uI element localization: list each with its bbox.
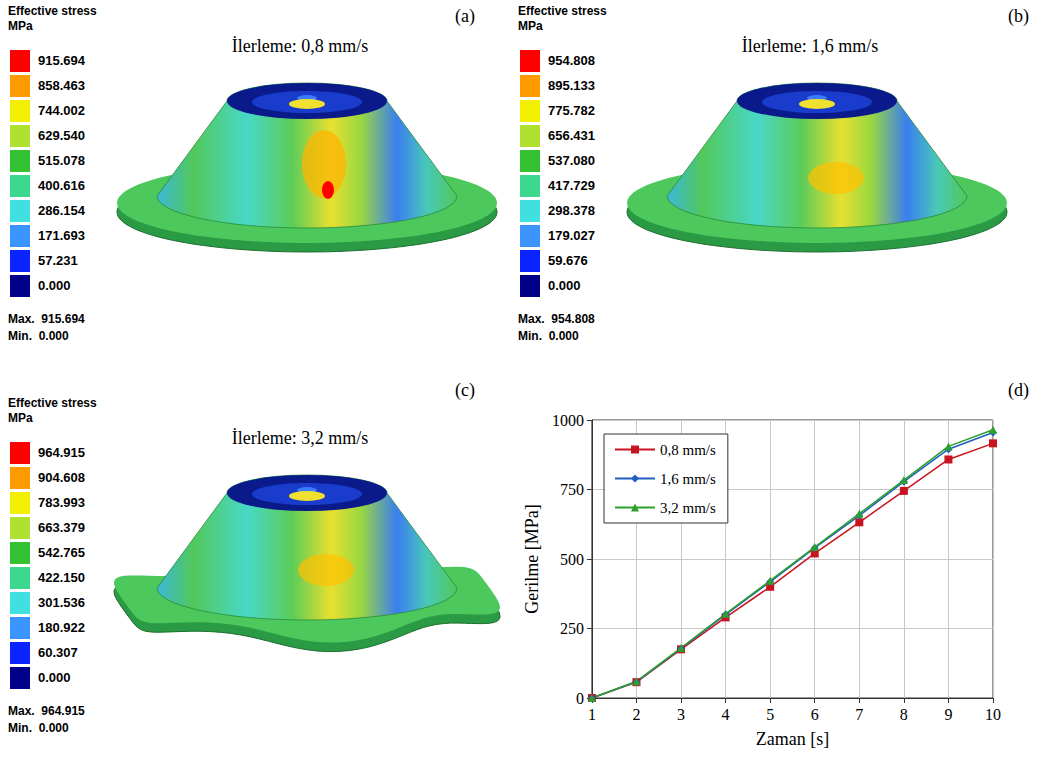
html-text:59.676: 59.676	[548, 253, 588, 268]
svg-text:3: 3	[677, 706, 685, 723]
html-text:417.729: 417.729	[548, 178, 595, 193]
svg-text:8: 8	[900, 706, 908, 723]
html-text:537.080: 537.080	[548, 153, 595, 168]
html-text:858.463: 858.463	[38, 78, 85, 93]
html-text:964.915: 964.915	[38, 445, 85, 460]
html-text:180.922: 180.922	[38, 620, 85, 635]
html-text:663.379: 663.379	[38, 520, 85, 535]
html-text:Effective stress: Effective stress	[8, 396, 97, 410]
html-text:60.307: 60.307	[38, 645, 78, 660]
html-text:744.002: 744.002	[38, 103, 85, 118]
html-text:895.133: 895.133	[548, 78, 595, 93]
svg-text:500: 500	[560, 551, 584, 568]
html-text:İlerleme: 1,6 mm/s: İlerleme: 1,6 mm/s	[741, 36, 879, 56]
html-text:İlerleme: 3,2 mm/s: İlerleme: 3,2 mm/s	[231, 428, 369, 448]
html-text:Effective stress: Effective stress	[518, 4, 607, 18]
html-text:515.078: 515.078	[38, 153, 85, 168]
html-text:0.000: 0.000	[548, 278, 581, 293]
html-text:542.765: 542.765	[38, 545, 85, 560]
html-text:179.027: 179.027	[548, 228, 595, 243]
svg-text:250: 250	[560, 620, 584, 637]
html-text:MPa: MPa	[8, 19, 33, 33]
html-text:286.154: 286.154	[38, 203, 85, 218]
html-text:171.693: 171.693	[38, 228, 85, 243]
html-text:422.150: 422.150	[38, 570, 85, 585]
svg-text:1,6 mm/s: 1,6 mm/s	[660, 471, 716, 487]
html-text:(b): (b)	[1008, 6, 1029, 26]
svg-text:7: 7	[855, 706, 863, 723]
html-text:(a): (a)	[455, 6, 475, 26]
html-text:301.536: 301.536	[38, 595, 85, 610]
svg-text:Zaman [s]: Zaman [s]	[756, 729, 829, 749]
html-text:915.694: 915.694	[38, 53, 85, 68]
html-text:57.231: 57.231	[38, 253, 78, 268]
html-text:Max. 915.694: Max. 915.694	[8, 312, 85, 326]
svg-text:4: 4	[722, 706, 730, 723]
html-text:904.608: 904.608	[38, 470, 85, 485]
html-text:İlerleme: 0,8 mm/s: İlerleme: 0,8 mm/s	[231, 36, 369, 56]
html-text:MPa: MPa	[518, 19, 543, 33]
svg-text:0,8 mm/s: 0,8 mm/s	[660, 442, 716, 458]
svg-text:Gerilme [MPa]: Gerilme [MPa]	[522, 504, 542, 613]
html-text:775.782: 775.782	[548, 103, 595, 118]
html-text:Max. 954.808: Max. 954.808	[518, 312, 595, 326]
html-text:629.540: 629.540	[38, 128, 85, 143]
html-text:0.000: 0.000	[38, 278, 71, 293]
svg-text:10: 10	[985, 706, 1001, 723]
html-text:400.616: 400.616	[38, 178, 85, 193]
html-text:MPa: MPa	[8, 411, 33, 425]
html-text:Min. 0.000: Min. 0.000	[8, 329, 69, 343]
html-text:298.378: 298.378	[548, 203, 595, 218]
html-text:(c): (c)	[455, 380, 475, 400]
svg-text:6: 6	[811, 706, 819, 723]
svg-text:750: 750	[560, 481, 584, 498]
svg-text:9: 9	[944, 706, 952, 723]
html-text:Effective stress: Effective stress	[8, 4, 97, 18]
svg-text:1000: 1000	[552, 412, 584, 429]
html-text:0.000: 0.000	[38, 670, 71, 685]
html-text:Max. 964.915: Max. 964.915	[8, 704, 85, 718]
svg-text:5: 5	[766, 706, 774, 723]
svg-text:0: 0	[576, 690, 584, 707]
html-text:656.431: 656.431	[548, 128, 595, 143]
html-text:954.808: 954.808	[548, 53, 595, 68]
svg-text:1: 1	[588, 706, 596, 723]
html-text:783.993: 783.993	[38, 495, 85, 510]
svg-text:2: 2	[632, 706, 640, 723]
html-text:(d): (d)	[1008, 380, 1029, 400]
html-text:Min. 0.000: Min. 0.000	[8, 721, 69, 735]
svg-text:3,2 mm/s: 3,2 mm/s	[660, 500, 716, 516]
html-text:Min. 0.000: Min. 0.000	[518, 329, 579, 343]
